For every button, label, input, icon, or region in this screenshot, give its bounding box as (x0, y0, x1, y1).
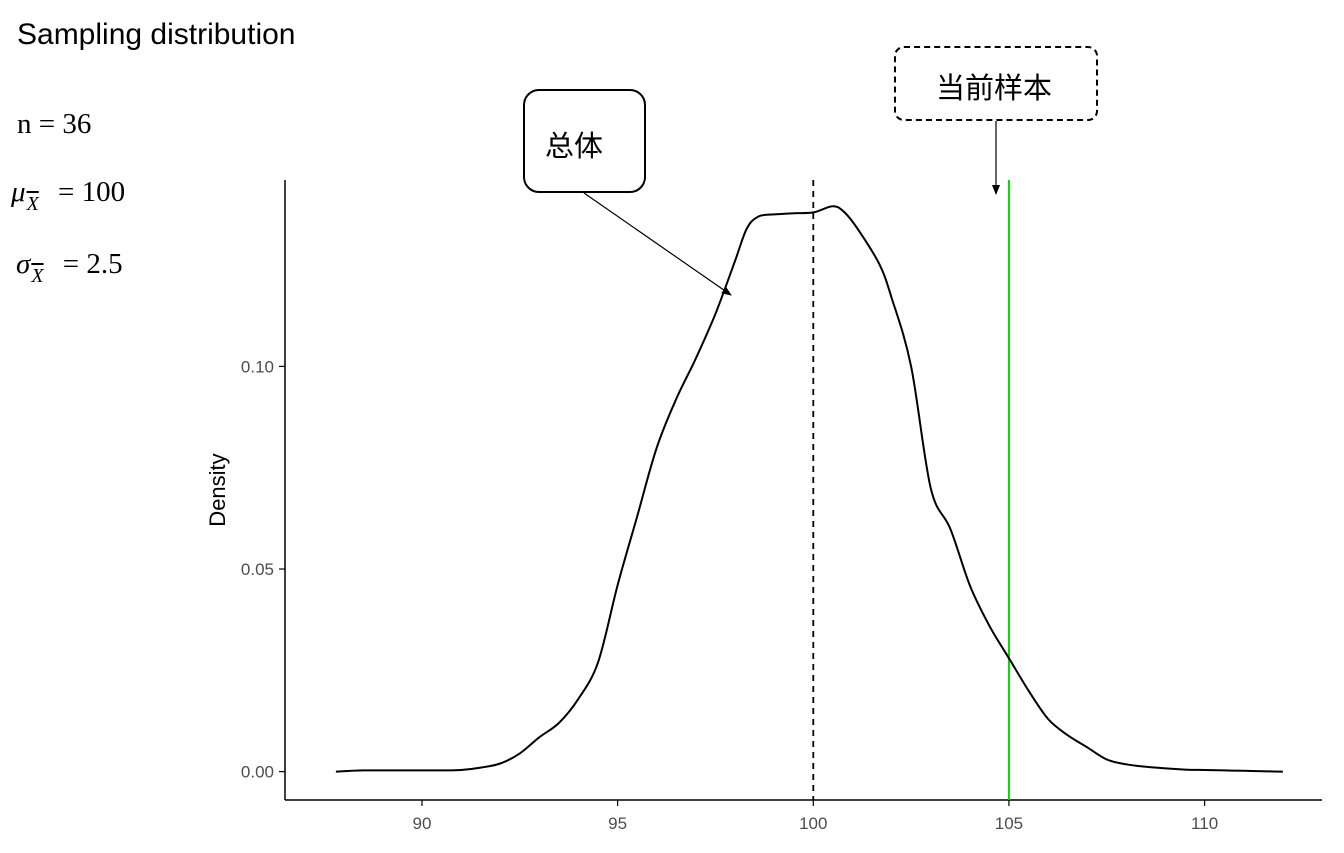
n-value: = 36 (38, 108, 92, 140)
mu-value: = 100 (58, 176, 126, 208)
y-tick-label: 0.00 (241, 763, 274, 782)
sample-size-stat: n = 36 (17, 108, 91, 141)
x-tick-label: 105 (995, 814, 1023, 833)
sd-stat: σX = 2.5 (16, 248, 123, 287)
sigma-subscript: X (31, 265, 44, 287)
density-curve (335, 205, 1283, 773)
annotation-arrows (583, 121, 1000, 296)
x-tick-label: 95 (608, 814, 627, 833)
x-tick-label: 110 (1191, 814, 1218, 833)
sigma-symbol: σ (16, 248, 31, 280)
y-tick-label: 0.05 (241, 560, 274, 579)
y-axis-title: Density (205, 453, 230, 526)
population-callout: 总体 (523, 89, 646, 193)
y-tick-label: 0.10 (241, 357, 274, 376)
mu-subscript: X (26, 193, 39, 215)
axes: 90 95 100 105 110 0.00 0.05 0.10 (241, 180, 1322, 833)
population-arrow (583, 192, 732, 296)
page-title: Sampling distribution (17, 18, 296, 51)
density-curve-group (335, 205, 1283, 773)
n-symbol: n (17, 108, 32, 140)
x-tick-label: 100 (799, 814, 827, 833)
mu-symbol: μ (11, 176, 26, 208)
x-tick-label: 90 (413, 814, 432, 833)
reference-lines (812, 180, 1010, 800)
sigma-value: = 2.5 (62, 248, 123, 280)
mean-stat: μX = 100 (11, 176, 126, 215)
current-sample-callout: 当前样本 (894, 46, 1098, 121)
